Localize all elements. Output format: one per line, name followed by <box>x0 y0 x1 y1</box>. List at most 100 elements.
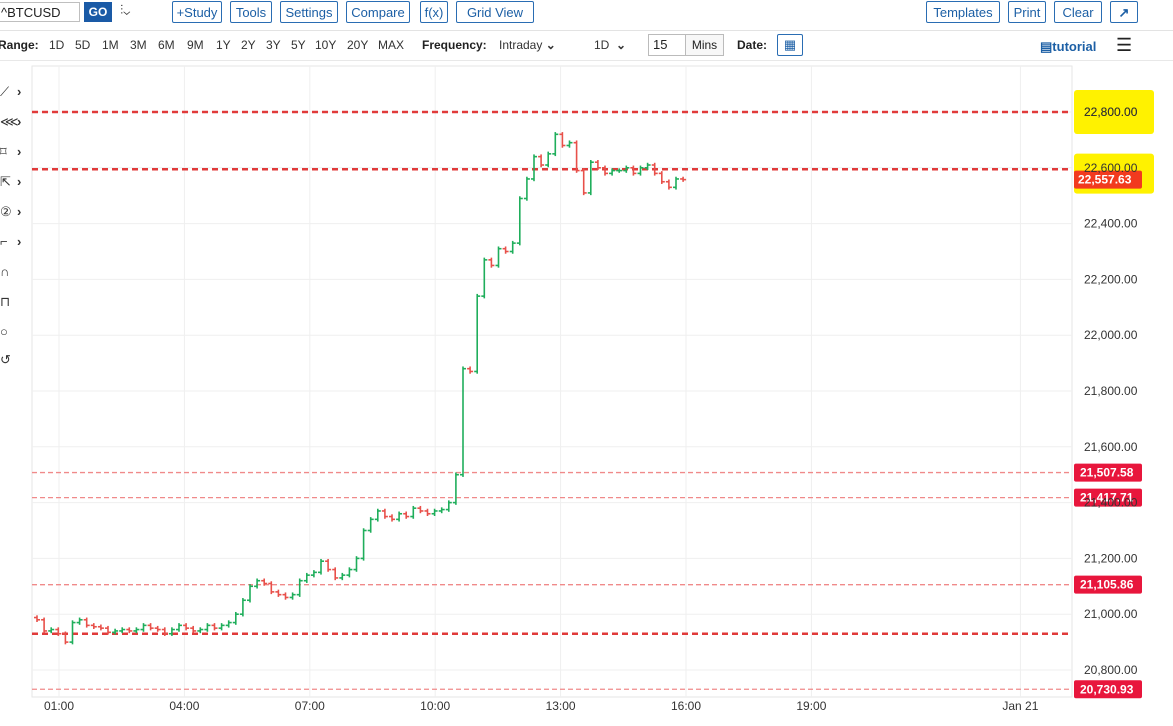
horizontal-lines: 22,800.00 21,507.58 21,417.71 21,105.86 20,7… <box>32 90 1154 699</box>
level-flag <box>1074 680 1142 699</box>
symbol-input[interactable]: ^BTCUSD <box>0 2 80 22</box>
ohlc-bar <box>545 151 552 168</box>
interval-input[interactable]: 15 <box>648 34 686 56</box>
ohlc-bar <box>325 558 332 572</box>
ohlc-bar <box>303 572 310 583</box>
ohlc-bar <box>97 624 104 631</box>
ohlc-bar <box>168 627 175 636</box>
ohlc-bar <box>523 176 530 201</box>
fan-tool-icon[interactable]: ⋘ › <box>0 114 22 129</box>
magnet-icon[interactable]: ∩ <box>0 264 10 279</box>
tutorial-label: tutorial <box>1052 39 1097 54</box>
compare-button[interactable]: Compare <box>346 1 410 23</box>
undo-icon[interactable]: ↺ <box>0 352 11 367</box>
ohlc-bar <box>254 578 261 589</box>
range-3y[interactable]: 3Y <box>266 38 281 52</box>
range-9m[interactable]: 9M <box>187 38 204 52</box>
number-tool-icon[interactable]: ② › <box>0 204 22 219</box>
y-tick-label: 22,800.00 <box>1084 105 1138 119</box>
range-6m[interactable]: 6M <box>158 38 175 52</box>
ohlc-bar <box>197 627 204 634</box>
ohlc-bar <box>460 366 466 477</box>
go-button[interactable]: GO <box>84 2 112 22</box>
function-button[interactable]: f(x) <box>420 1 448 23</box>
level-label: 22,800.00 <box>1084 105 1138 119</box>
tools-button[interactable]: Tools <box>230 1 272 23</box>
clear-button[interactable]: Clear <box>1054 1 1102 23</box>
range-2y[interactable]: 2Y <box>241 38 256 52</box>
ohlc-bar <box>410 505 417 519</box>
ohlc-bar <box>616 168 623 173</box>
calendar-icon: ▦ <box>783 37 797 52</box>
y-tick-label: 22,000.00 <box>1084 328 1138 342</box>
ohlc-bar <box>346 567 353 578</box>
ohlc-bar <box>318 558 324 575</box>
ohlc-bar <box>538 154 545 168</box>
add-study-button[interactable]: +Study <box>172 1 222 23</box>
ohlc-bar <box>587 159 594 196</box>
hamburger-menu-icon[interactable]: ☰ <box>1116 35 1133 55</box>
ohlc-bar <box>282 592 289 600</box>
ohlc-bar <box>268 581 275 595</box>
range-1m[interactable]: 1M <box>102 38 119 52</box>
ohlc-bar <box>438 507 445 514</box>
range-5y[interactable]: 5Y <box>291 38 306 52</box>
ohlc-bar <box>69 620 76 645</box>
y-tick-label: 20,800.00 <box>1084 663 1138 677</box>
ohlc-bar <box>133 627 140 634</box>
chart-grid <box>31 65 1073 698</box>
x-tick-label: Jan 21 <box>1002 699 1038 713</box>
shape-tool-icon[interactable]: ⌑ › <box>0 144 22 159</box>
film-icon: ▤ <box>1040 39 1053 54</box>
circle-icon[interactable]: ○ <box>0 324 8 339</box>
ohlc-bar <box>112 628 119 635</box>
range-5d[interactable]: 5D <box>75 38 91 52</box>
ohlc-bar <box>55 627 62 636</box>
ohlc-bar <box>76 617 83 625</box>
expand-button[interactable]: ↗ <box>1110 1 1138 23</box>
text-tool-icon[interactable]: ⌐ › <box>0 234 22 249</box>
chart-type-selector[interactable]: ⫶⌄ <box>120 2 131 17</box>
ohlc-bar <box>183 623 190 631</box>
range-1d[interactable]: 1D <box>49 38 65 52</box>
range-3m[interactable]: 3M <box>130 38 147 52</box>
range-20y[interactable]: 20Y <box>347 38 369 52</box>
range-10y[interactable]: 10Y <box>315 38 337 52</box>
frequency-dropdown[interactable]: Intraday ⌄ <box>499 38 556 52</box>
ohlc-bar <box>630 165 637 176</box>
y-tick-label: 22,200.00 <box>1084 272 1138 286</box>
cursor-tool-icon[interactable]: ⇱ › <box>0 174 22 189</box>
y-tick-label: 22,600.00 <box>1084 161 1138 175</box>
ohlc-bar <box>389 514 395 522</box>
ohlc-bar <box>296 578 303 597</box>
level-flag <box>1074 575 1142 594</box>
ohlc-bar <box>204 623 211 632</box>
ohlc-bar <box>190 625 197 634</box>
ohlc-bar <box>353 556 360 572</box>
range-max[interactable]: MAX <box>378 38 405 52</box>
x-tick-label: 10:00 <box>420 699 450 713</box>
calendar-button[interactable]: ▦ <box>777 34 803 56</box>
range-1y[interactable]: 1Y <box>216 38 231 52</box>
y-tick-label: 22,400.00 <box>1084 217 1138 231</box>
y-axis: 20,800.00 21,000.00 21,200.00 21,400.00 21,6… <box>1084 105 1138 677</box>
y-tick-label: 21,800.00 <box>1084 384 1138 398</box>
y-tick-label: 21,200.00 <box>1084 551 1138 565</box>
x-tick-label: 19:00 <box>796 699 826 713</box>
grid-view-button[interactable]: Grid View <box>456 1 534 23</box>
line-tool-icon[interactable]: ⟋ › <box>0 84 22 99</box>
settings-button[interactable]: Settings <box>280 1 338 23</box>
y-tick-label: 21,600.00 <box>1084 440 1138 454</box>
ohlc-bar <box>161 627 168 636</box>
ohlc-bar <box>310 570 317 578</box>
print-button[interactable]: Print <box>1008 1 1046 23</box>
lock-icon[interactable]: ⊓ <box>0 294 11 309</box>
x-tick-label: 16:00 <box>671 699 701 713</box>
tutorial-link[interactable]: ▤tutorial <box>1040 39 1096 55</box>
date-label: Date: <box>737 38 768 52</box>
x-tick-label: 13:00 <box>546 699 576 713</box>
period-dropdown[interactable]: 1D ⌄ <box>594 38 626 52</box>
last-price-flag <box>1074 170 1142 189</box>
templates-button[interactable]: Templates <box>926 1 1000 23</box>
